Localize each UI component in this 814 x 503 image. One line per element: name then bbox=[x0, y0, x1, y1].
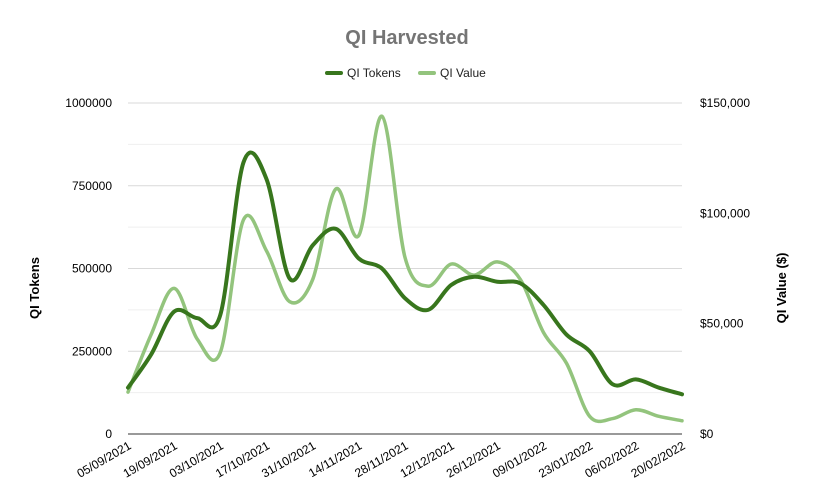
series-line-qi-tokens bbox=[126, 150, 684, 397]
left-tick-label: 250000 bbox=[72, 344, 112, 358]
right-axis-title: QI Value ($) bbox=[774, 253, 789, 324]
right-tick-label: $150,000 bbox=[700, 96, 750, 110]
series-line-qi-value bbox=[126, 114, 684, 424]
gridlines bbox=[128, 102, 682, 435]
left-tick-label: 500000 bbox=[72, 262, 112, 276]
legend-label-qi-value: QI Value bbox=[440, 66, 486, 80]
right-tick-label: $0 bbox=[700, 427, 714, 441]
right-tick-label: $50,000 bbox=[700, 317, 744, 331]
legend-label-qi-tokens: QI Tokens bbox=[347, 66, 401, 80]
series-lines bbox=[126, 114, 684, 424]
right-axis-ticks: $0 $50,000 $100,000 $150,000 bbox=[700, 96, 750, 441]
left-tick-label: 750000 bbox=[72, 179, 112, 193]
left-axis-ticks: 0 250000 500000 750000 1000000 bbox=[65, 96, 112, 441]
right-tick-label: $100,000 bbox=[700, 206, 750, 220]
left-tick-label: 1000000 bbox=[65, 96, 112, 110]
x-axis-ticks: 05/09/202119/09/202103/10/202117/10/2021… bbox=[74, 438, 687, 480]
left-axis-title: QI Tokens bbox=[27, 257, 42, 319]
legend: QI Tokens QI Value bbox=[325, 66, 486, 80]
left-tick-label: 0 bbox=[105, 427, 112, 441]
chart-title: QI Harvested bbox=[345, 27, 468, 49]
